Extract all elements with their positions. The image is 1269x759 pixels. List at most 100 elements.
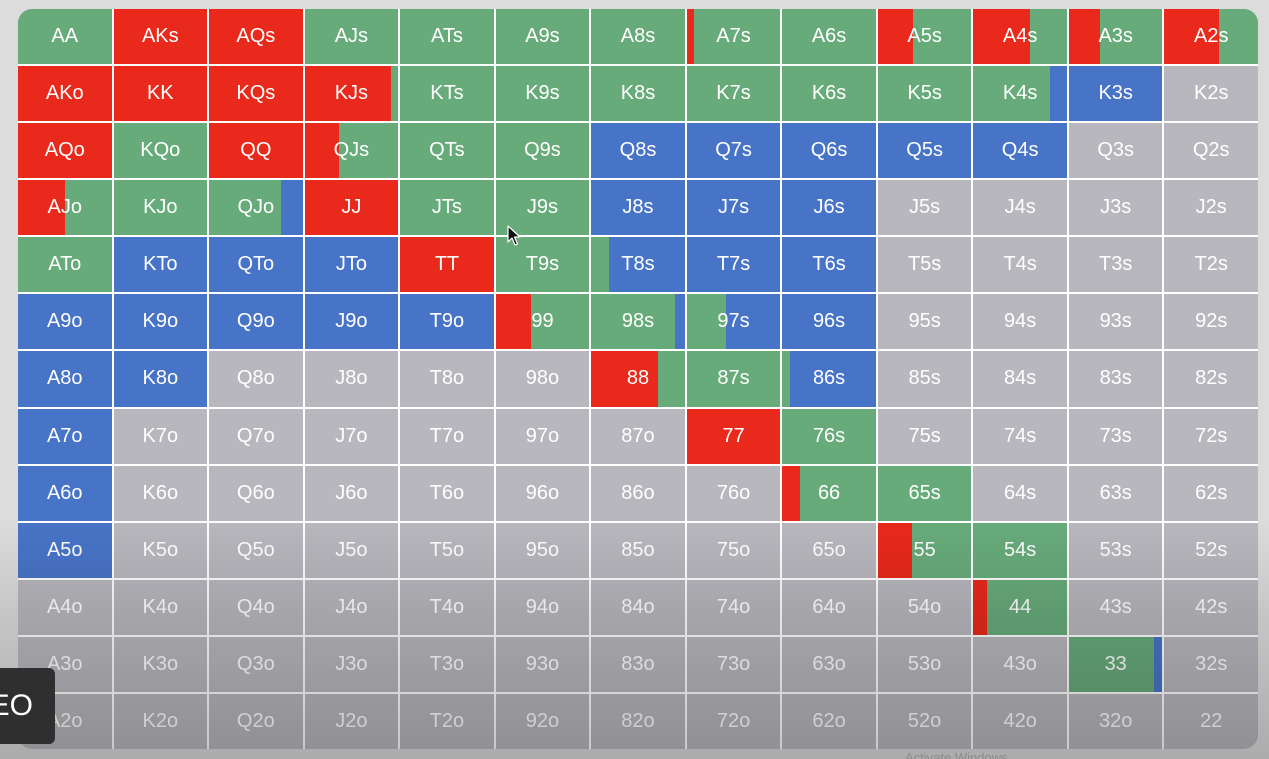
hand-cell[interactable]: T3s [1068, 237, 1163, 293]
hand-cell[interactable]: J6s [782, 180, 876, 236]
hand-cell[interactable]: KQs [209, 66, 303, 122]
hand-cell[interactable]: K7o [113, 408, 208, 464]
hand-cell[interactable]: A5o [18, 522, 112, 578]
hand-cell[interactable]: T5o [400, 522, 494, 578]
hand-cell[interactable]: 96s [782, 294, 876, 350]
hand-cell[interactable]: A8s [591, 9, 685, 65]
hand-cell[interactable]: QTs [400, 123, 494, 179]
hand-cell[interactable]: 65o [782, 522, 876, 578]
hand-cell[interactable]: 93o [495, 636, 590, 692]
hand-cell[interactable]: 85s [877, 351, 972, 407]
hand-cell[interactable]: 43o [973, 636, 1067, 692]
hand-cell[interactable]: 85o [591, 522, 685, 578]
hand-cell[interactable]: K3o [113, 636, 208, 692]
hand-cell[interactable]: A3s [1068, 9, 1163, 65]
hand-cell[interactable]: 33 [1068, 636, 1163, 692]
hand-cell[interactable]: T7s [686, 237, 781, 293]
hand-cell[interactable]: 72o [686, 693, 781, 749]
hand-cell[interactable]: J2o [304, 693, 399, 749]
hand-cell[interactable]: J4o [304, 579, 399, 635]
hand-cell[interactable]: A5s [877, 9, 972, 65]
hand-cell[interactable]: T7o [400, 408, 494, 464]
hand-cell[interactable]: TT [400, 237, 494, 293]
hand-cell[interactable]: A8o [18, 351, 112, 407]
hand-cell[interactable]: KJs [304, 66, 399, 122]
hand-cell[interactable]: J9s [495, 180, 590, 236]
hand-cell[interactable]: 62s [1164, 465, 1258, 521]
hand-cell[interactable]: KK [113, 66, 208, 122]
hand-cell[interactable]: T9s [495, 237, 590, 293]
hand-cell[interactable]: Q4s [973, 123, 1067, 179]
hand-cell[interactable]: J4s [973, 180, 1067, 236]
hand-cell[interactable]: 97s [686, 294, 781, 350]
hand-cell[interactable]: QTo [209, 237, 303, 293]
hand-cell[interactable]: Q3o [209, 636, 303, 692]
hand-cell[interactable]: KQo [113, 123, 208, 179]
hand-cell[interactable]: 83o [591, 636, 685, 692]
hand-cell[interactable]: 65s [877, 465, 972, 521]
hand-cell[interactable]: 84s [973, 351, 1067, 407]
hand-cell[interactable]: Q4o [209, 579, 303, 635]
hand-cell[interactable]: T9o [400, 294, 494, 350]
hand-cell[interactable]: T8s [591, 237, 685, 293]
hand-cell[interactable]: AQo [18, 123, 112, 179]
hand-cell[interactable]: 63o [782, 636, 876, 692]
hand-cell[interactable]: Q7s [686, 123, 781, 179]
hand-cell[interactable]: K9s [495, 66, 590, 122]
hand-cell[interactable]: 94o [495, 579, 590, 635]
hand-cell[interactable]: 72s [1164, 408, 1258, 464]
hand-cell[interactable]: 96o [495, 465, 590, 521]
hand-cell[interactable]: K5o [113, 522, 208, 578]
hand-cell[interactable]: AA [18, 9, 112, 65]
hand-cell[interactable]: 64o [782, 579, 876, 635]
hand-cell[interactable]: 64s [973, 465, 1067, 521]
hand-cell[interactable]: 97o [495, 408, 590, 464]
hand-cell[interactable]: A6o [18, 465, 112, 521]
hand-cell[interactable]: J3o [304, 636, 399, 692]
hand-cell[interactable]: AKs [113, 9, 208, 65]
hand-cell[interactable]: 53s [1068, 522, 1163, 578]
hand-cell[interactable]: J8o [304, 351, 399, 407]
hand-cell[interactable]: 53o [877, 636, 972, 692]
hand-cell[interactable]: ATs [400, 9, 494, 65]
hand-cell[interactable]: QJs [304, 123, 399, 179]
hand-cell[interactable]: KTs [400, 66, 494, 122]
hand-cell[interactable]: T2o [400, 693, 494, 749]
hand-cell[interactable]: 93s [1068, 294, 1163, 350]
hand-cell[interactable]: Q6o [209, 465, 303, 521]
hand-cell[interactable]: 94s [973, 294, 1067, 350]
hand-cell[interactable]: JTs [400, 180, 494, 236]
hand-cell[interactable]: 75s [877, 408, 972, 464]
hand-cell[interactable]: 75o [686, 522, 781, 578]
hand-cell[interactable]: Q5o [209, 522, 303, 578]
hand-cell[interactable]: J5o [304, 522, 399, 578]
hand-cell[interactable]: K6s [782, 66, 876, 122]
hand-cell[interactable]: 77 [686, 408, 781, 464]
hand-cell[interactable]: K5s [877, 66, 972, 122]
hand-cell[interactable]: J3s [1068, 180, 1163, 236]
video-badge[interactable]: EO [0, 668, 55, 744]
hand-cell[interactable]: 55 [877, 522, 972, 578]
hand-cell[interactable]: 74s [973, 408, 1067, 464]
hand-cell[interactable]: T2s [1164, 237, 1258, 293]
hand-cell[interactable]: Q2o [209, 693, 303, 749]
hand-cell[interactable]: 54s [973, 522, 1067, 578]
hand-cell[interactable]: 86s [782, 351, 876, 407]
hand-cell[interactable]: J7s [686, 180, 781, 236]
hand-cell[interactable]: 92s [1164, 294, 1258, 350]
hand-cell[interactable]: 87o [591, 408, 685, 464]
hand-cell[interactable]: Q8o [209, 351, 303, 407]
hand-cell[interactable]: 99 [495, 294, 590, 350]
hand-cell[interactable]: A7s [686, 9, 781, 65]
hand-cell[interactable]: 76o [686, 465, 781, 521]
hand-cell[interactable]: 44 [973, 579, 1067, 635]
hand-cell[interactable]: 63s [1068, 465, 1163, 521]
hand-cell[interactable]: A9s [495, 9, 590, 65]
hand-cell[interactable]: 22 [1164, 693, 1258, 749]
hand-cell[interactable]: K4s [973, 66, 1067, 122]
hand-cell[interactable]: 42o [973, 693, 1067, 749]
hand-cell[interactable]: Q6s [782, 123, 876, 179]
hand-cell[interactable]: QJo [209, 180, 303, 236]
hand-cell[interactable]: T4o [400, 579, 494, 635]
hand-cell[interactable]: 43s [1068, 579, 1163, 635]
